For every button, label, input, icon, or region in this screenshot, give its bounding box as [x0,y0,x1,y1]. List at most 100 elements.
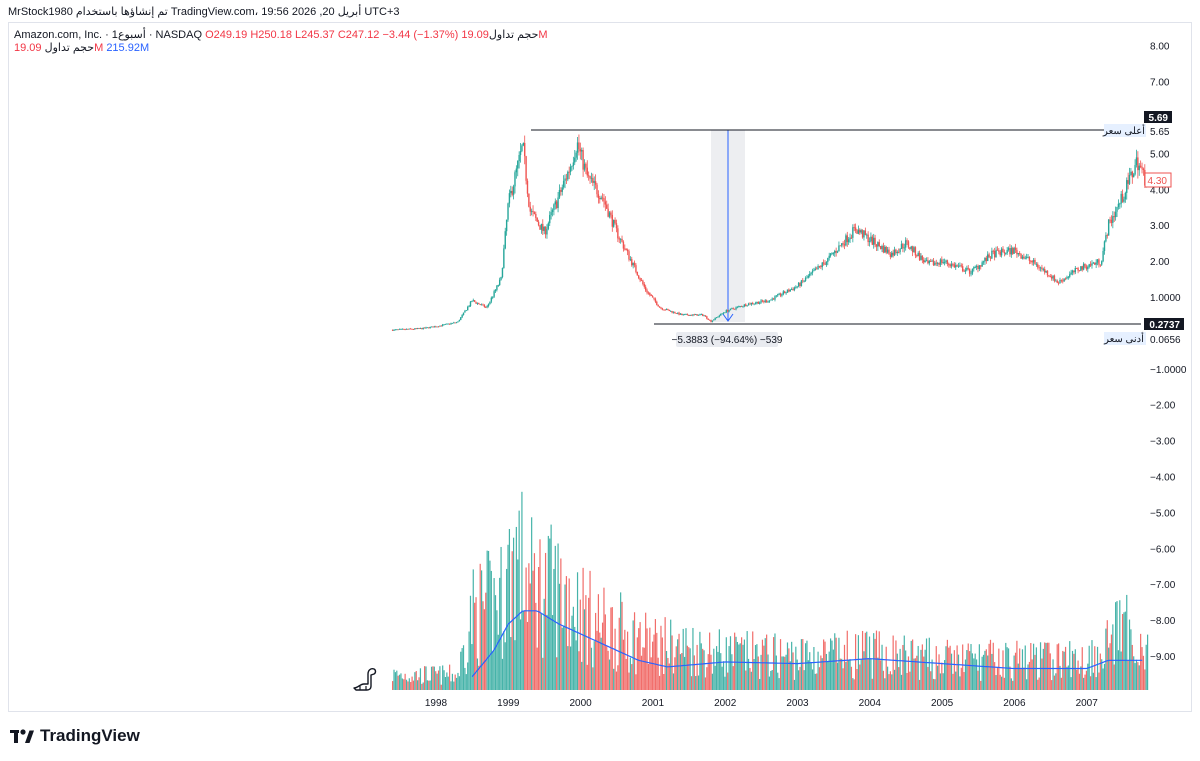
volume-bar [624,629,626,690]
candle-body [960,265,962,267]
volume-bar [749,668,751,690]
volume-bar [551,615,554,690]
volume-bar [1045,642,1047,690]
candle-body [732,308,734,310]
candle-body [540,223,543,230]
volume-bar [403,679,405,690]
volume-bar [433,666,435,690]
candle-body [425,327,427,329]
candle-body [925,260,928,262]
low-value: L245.37 [295,29,335,41]
price-tick-label: 2.00 [1150,257,1170,268]
volume-bar [856,669,858,690]
volume-bar [1133,656,1135,690]
measure-arrow-head [722,313,734,322]
volume-bar [544,552,547,690]
candle-body [675,313,677,314]
candle-body [829,253,832,256]
volume-bar [898,667,900,690]
price-axis[interactable]: 8.00 7.00 5.00 4.00 3.00 2.00 1.0000 −1.0000 −2.… [1102,42,1187,663]
candle-body [916,255,918,257]
time-axis[interactable]: 1998 1999 2000 2001 2002 2003 2004 2005 2006 2007 [425,698,1098,709]
candle-body [661,308,664,310]
candle-body [749,303,751,305]
volume-bar [1146,634,1149,690]
volume-bar [418,677,420,690]
candle-body [729,308,732,311]
volume-bar [1103,663,1106,690]
time-tick-label: 2005 [931,698,954,709]
candle-body [1113,216,1115,218]
candle-body [657,304,659,307]
volume-bar [1067,665,1069,690]
volume-bar [969,651,971,690]
volume-bar [955,671,957,690]
volume-bar [437,670,440,690]
candle-body [845,235,847,246]
volume-bar [1048,642,1050,690]
candle-body [1091,263,1093,266]
candle-body [697,314,700,316]
volume-value: 19.09M [461,29,548,41]
volume-bar [949,645,951,690]
volume-bar [492,651,494,690]
volume-bar [987,655,989,690]
volume-bar [1120,651,1122,690]
candle-body [640,280,643,281]
candle-body [1123,199,1125,202]
candle-body [638,275,640,279]
volume-bar [782,656,784,690]
volume-bar [720,653,722,690]
volume-bar [831,640,833,690]
volume-bar [414,672,416,690]
candle-body [893,249,896,256]
volume-ma-line [471,610,1143,678]
candle-body [1121,193,1124,202]
volume-bar [792,652,794,690]
candle-body [884,246,886,253]
volume-bar [657,657,659,690]
candle-body [902,243,904,249]
candle-body [446,323,448,325]
candle-body [435,326,437,328]
candle-body [738,306,740,308]
volume-bar [681,653,683,690]
candle-body [539,225,541,230]
volume-bar [864,632,866,690]
candle-body [1007,248,1010,251]
candle-body [651,296,654,298]
volume-bar [658,675,661,690]
volume-bar [528,563,530,690]
candle-body [1081,266,1083,270]
candle-body [1077,268,1079,271]
volume-indicator-label[interactable]: حجم تداول [44,42,95,54]
volume-bar [829,638,832,690]
volume-bar [682,628,684,690]
volume-bar [1130,629,1132,690]
symbol-title[interactable]: Amazon.com, Inc. · 1أسبوع · NASDAQ [14,29,203,41]
volume-bar [734,632,736,690]
volume-bar [535,602,537,690]
volume-bar [873,633,875,690]
candle-body [529,206,531,212]
candle-body [555,201,558,208]
candle-body [891,252,893,257]
volume-bar [476,658,479,690]
volume-bar [664,617,666,690]
candle-body [418,328,420,329]
candle-body [636,271,639,276]
dino-icon[interactable] [353,668,377,691]
volume-bar [950,653,953,690]
candle-body [461,314,463,318]
tradingview-brand[interactable]: TradingView [10,726,140,746]
volume-bar [1052,659,1054,690]
volume-bar [1070,677,1072,690]
candle-body [943,262,946,263]
candle-body [1057,282,1060,284]
candle-body [1106,235,1108,236]
volume-bar [421,683,423,690]
candle-body [455,322,458,324]
candle-body [790,289,793,290]
candle-body [1018,253,1021,254]
